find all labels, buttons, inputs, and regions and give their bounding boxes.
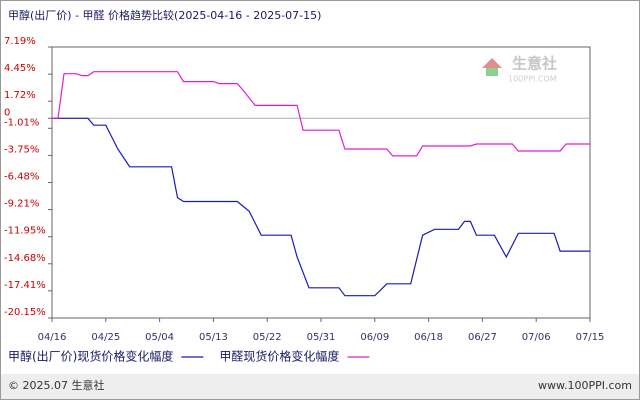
watermark: 生意社 100PPI.COM [482,55,557,84]
y-tick-label: -11.95% [4,226,46,237]
x-tick-label: 06/27 [468,332,497,343]
y-tick-label: 1.72% [4,90,36,101]
y-tick-label: 7.19% [4,36,36,47]
x-tick-label: 06/18 [414,332,443,343]
x-tick-label: 07/06 [522,332,551,343]
y-tick-label: -20.15% [4,307,46,318]
y-tick-label: -6.48% [4,172,39,183]
logo-icon [482,58,502,68]
y-tick-label: -9.21% [4,199,39,210]
x-tick-label: 05/22 [253,332,282,343]
footer-right: www.100PPI.com [538,379,632,392]
footer-left: © 2025.07 生意社 [8,378,104,392]
x-tick-label: 05/13 [199,332,228,343]
y-tick-label: 0 [4,107,10,118]
x-tick-label: 05/31 [307,332,336,343]
watermark-brand: 生意社 [512,55,557,73]
footer-bar [1,374,639,399]
plot-area [51,46,591,319]
y-tick-label: -1.01% [4,117,39,128]
x-tick-label: 04/16 [38,332,67,343]
y-tick-label: -3.75% [4,144,39,155]
x-tick-label: 06/09 [360,332,389,343]
legend-label: 甲醛现货价格变化幅度 [219,349,339,364]
chart-title: 甲醇(出厂价) - 甲醛 价格趋势比较(2025-04-16 - 2025-07… [8,8,321,22]
x-tick-label: 05/04 [145,332,174,343]
series-line [52,71,590,157]
logo-icon [486,68,498,76]
series-line [52,117,590,297]
y-tick-label: 4.45% [4,63,36,74]
y-tick-label: -14.68% [4,253,46,264]
watermark-site: 100PPI.COM [508,75,557,84]
y-tick-label: -17.41% [4,280,46,291]
x-tick-label: 04/25 [91,332,120,343]
x-tick-label: 07/15 [576,332,605,343]
legend-label: 甲醇(出厂价)现货价格变化幅度 [8,349,173,364]
